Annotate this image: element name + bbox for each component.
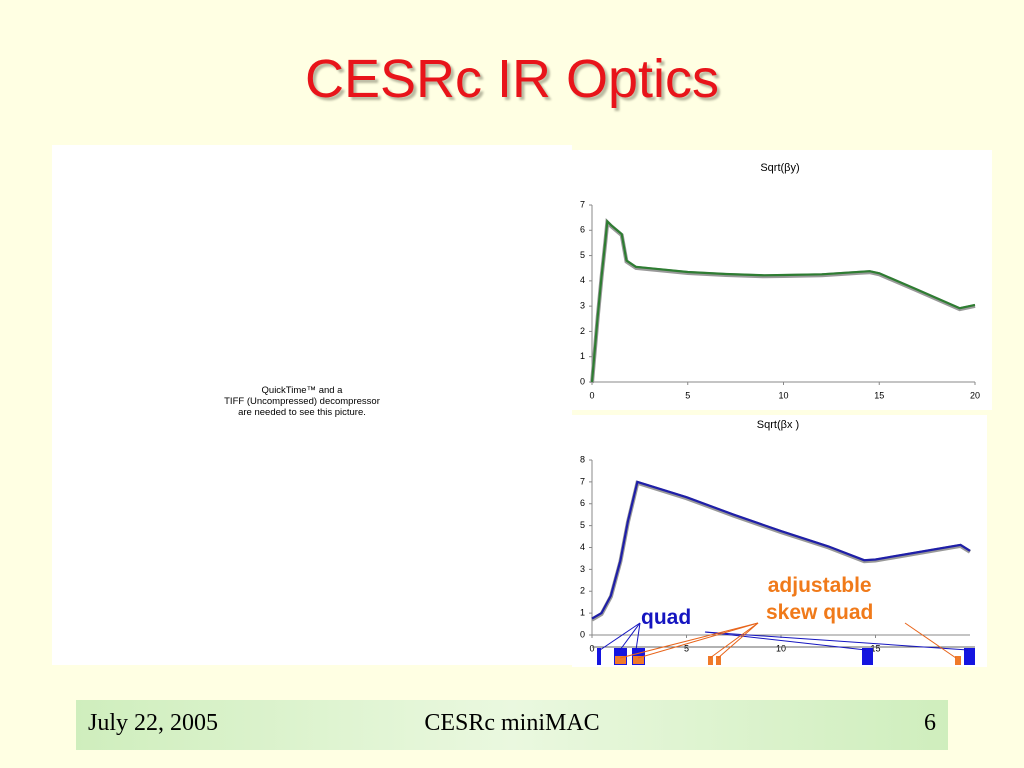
y-tick-label: 0	[580, 376, 585, 386]
magnet-layout	[592, 622, 975, 665]
x-tick-label: 15	[870, 643, 880, 653]
pointer-line	[904, 622, 957, 659]
footer-event: CESRc miniMAC	[424, 710, 600, 736]
quad-magnet	[964, 648, 975, 665]
y-tick-label: 1	[580, 351, 585, 361]
data-line	[590, 218, 976, 383]
pointer-line	[709, 622, 759, 659]
pointer-line	[619, 622, 641, 651]
pointer-line	[635, 622, 641, 651]
x-tick-label: 5	[684, 643, 689, 653]
data-line	[591, 480, 971, 620]
y-tick-label: 8	[580, 454, 585, 464]
pointer-line	[599, 622, 641, 651]
placeholder-text: TIFF (Uncompressed) decompressor	[224, 396, 380, 407]
chart-title: Sqrt(βx )	[757, 419, 799, 431]
y-tick-label: 2	[580, 326, 585, 336]
y-tick-label: 5	[580, 520, 585, 530]
y-tick-label: 1	[580, 608, 585, 618]
skew-quad-magnet	[708, 656, 713, 665]
skew-quad-magnet	[615, 656, 626, 664]
slide-title: CESRc IR Optics	[304, 49, 720, 109]
footer-date: July 22, 2005	[88, 710, 219, 736]
placeholder-text: are needed to see this picture.	[238, 407, 366, 418]
chart-background	[572, 415, 987, 667]
y-tick-label: 4	[580, 542, 585, 552]
skew-quad-magnet	[716, 656, 721, 665]
annotation: adjustable skew quad	[766, 574, 874, 624]
x-tick-label: 10	[778, 390, 788, 400]
x-tick-label: 10	[776, 643, 786, 653]
quad-magnet	[862, 648, 873, 665]
y-tick-label: 3	[580, 301, 585, 311]
y-tick-label: 5	[580, 250, 585, 260]
footer: July 22, 2005 CESRc miniMAC 6	[76, 700, 948, 750]
x-tick-label: 0	[589, 643, 594, 653]
x-tick-label: 5	[685, 390, 690, 400]
y-tick-label: 7	[580, 476, 585, 486]
chart-title: Sqrt(βy)	[760, 162, 799, 174]
pointer-line	[619, 622, 759, 659]
x-tick-label: 15	[874, 390, 884, 400]
x-tick-label: 0	[589, 390, 594, 400]
skew-quad-magnet	[633, 656, 644, 664]
y-tick-label: 4	[580, 275, 585, 285]
pointer-line	[704, 631, 867, 651]
quad-magnet	[597, 648, 601, 665]
y-tick-label: 6	[580, 498, 585, 508]
chart-background	[572, 150, 992, 410]
page-number: 6	[924, 710, 936, 736]
pointer-line	[717, 622, 759, 659]
y-tick-label: 7	[580, 199, 585, 209]
placeholder-text: QuickTime™ and a	[261, 385, 343, 396]
y-tick-label: 2	[580, 586, 585, 596]
pointer-line	[637, 622, 759, 659]
pointer-line	[704, 631, 969, 651]
skew-quad-magnet	[955, 656, 961, 665]
annotation: quad	[641, 606, 692, 629]
image-placeholder: QuickTime™ and a TIFF (Uncompressed) dec…	[52, 145, 572, 665]
y-tick-label: 0	[580, 629, 585, 639]
x-tick-label: 20	[970, 390, 980, 400]
y-tick-label: 3	[580, 564, 585, 574]
y-tick-label: 6	[580, 225, 585, 235]
